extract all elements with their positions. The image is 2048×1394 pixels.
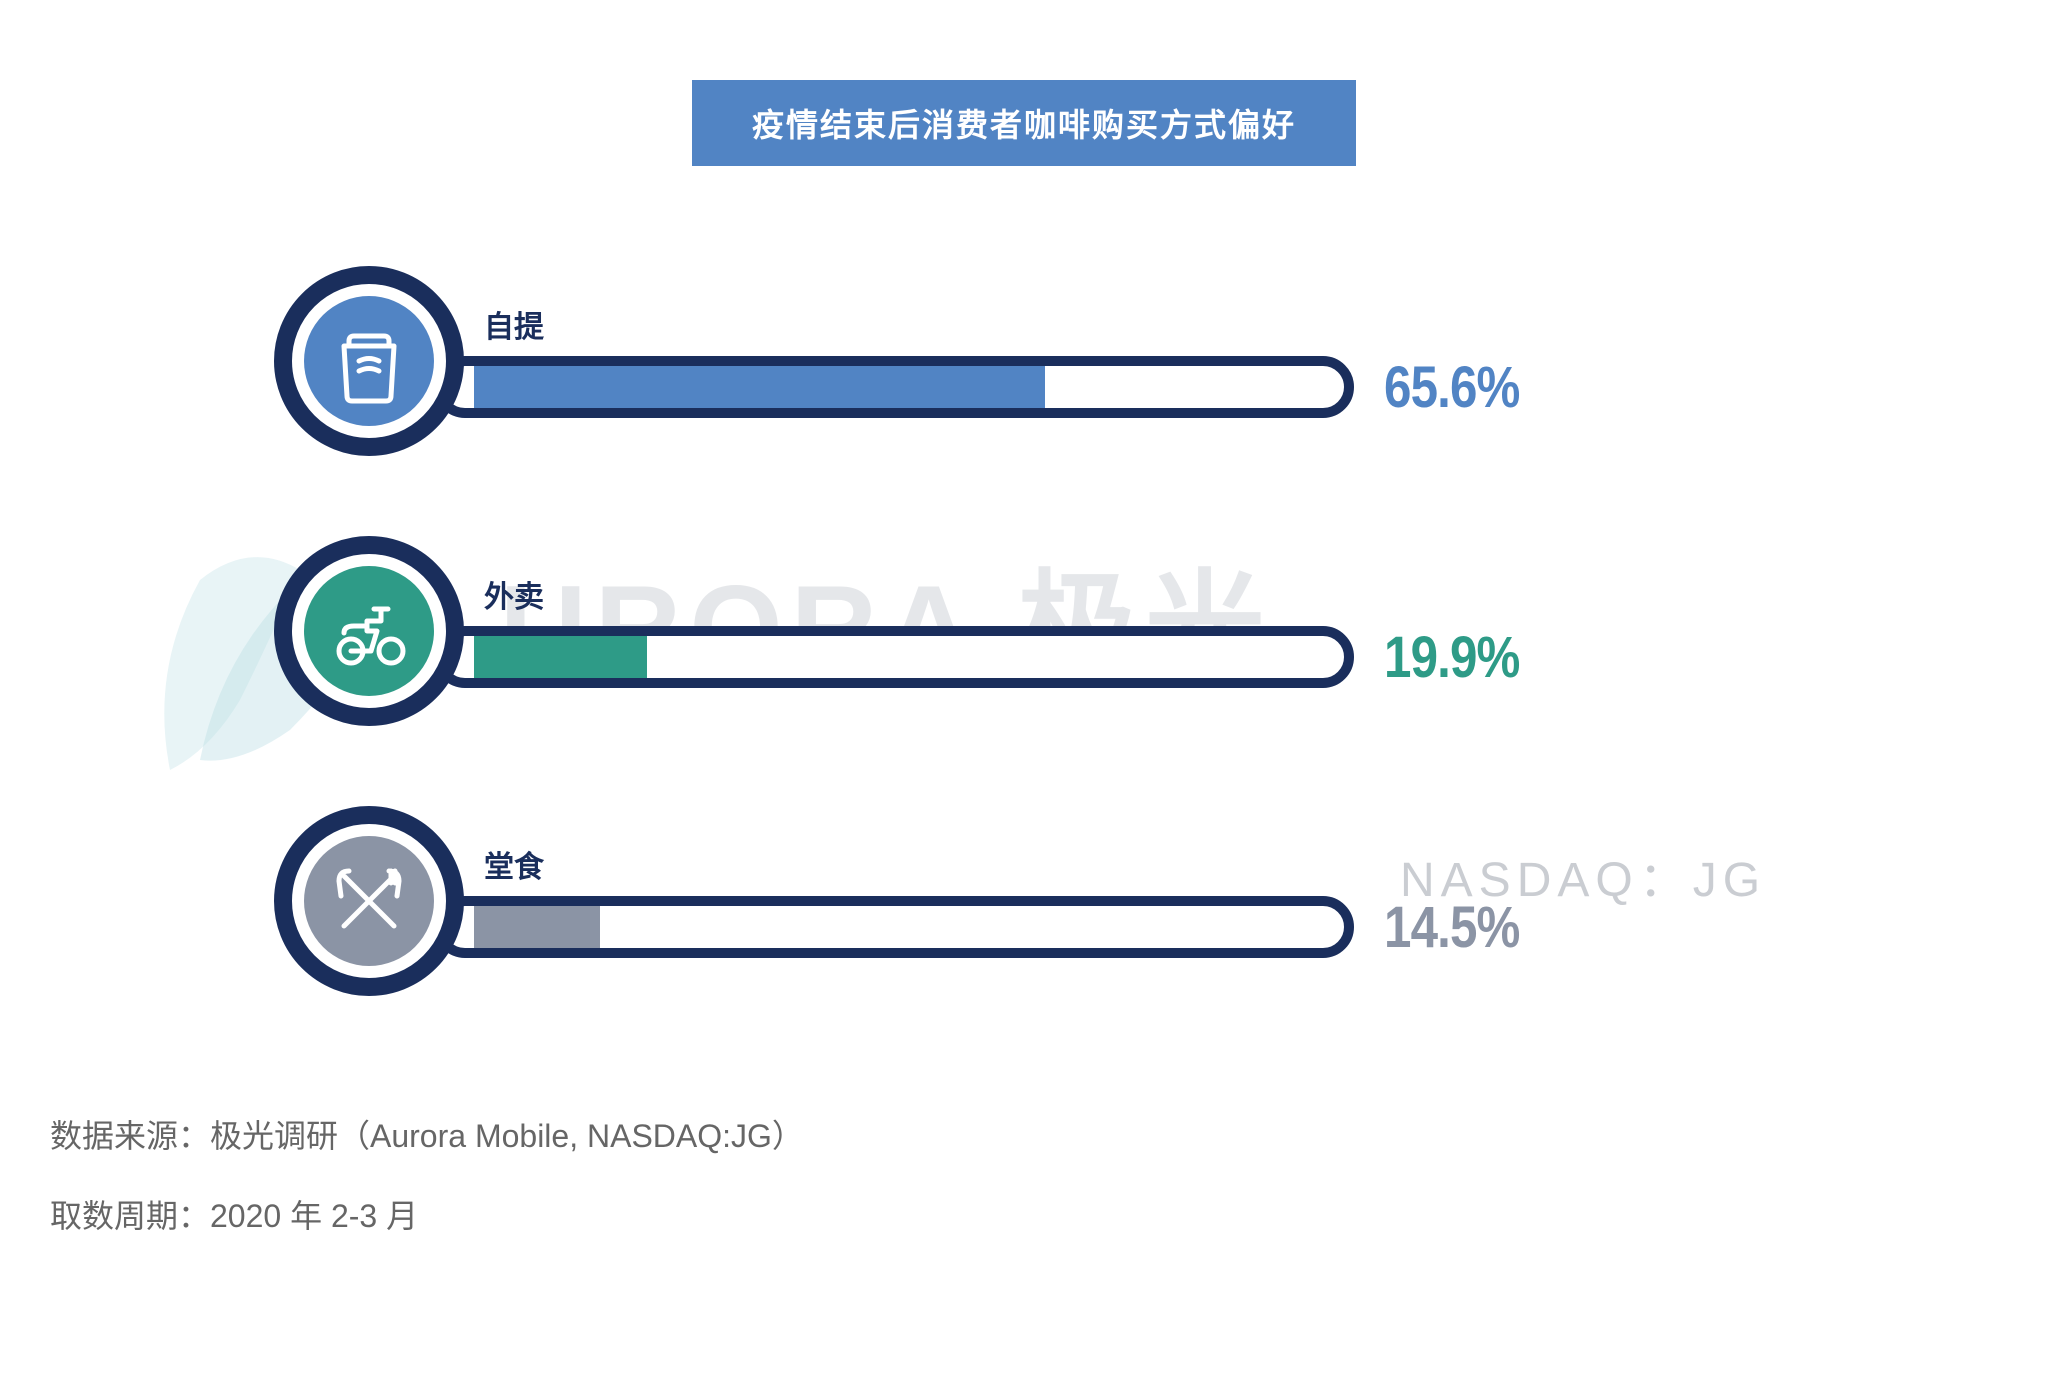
bar-fill xyxy=(474,906,600,948)
bar-value: 14.5% xyxy=(1384,894,1520,961)
icon-circle xyxy=(274,536,464,726)
footer-source: 数据来源：极光调研（Aurora Mobile, NASDAQ:JG） xyxy=(50,1096,2008,1176)
bar-row: 堂食 14.5% xyxy=(274,806,1774,996)
bar-track xyxy=(434,356,1354,418)
chart-title: 疫情结束后消费者咖啡购买方式偏好 xyxy=(692,80,1356,166)
icon-circle xyxy=(274,806,464,996)
bar-label: 自提 xyxy=(484,302,1774,346)
bar-value: 65.6% xyxy=(1384,354,1520,421)
bar-row: 自提 65.6% xyxy=(274,266,1774,456)
bar-label: 外卖 xyxy=(484,572,1774,616)
utensils-icon xyxy=(304,836,434,966)
bar-fill xyxy=(474,366,1045,408)
bar-track xyxy=(434,896,1354,958)
scooter-icon xyxy=(304,566,434,696)
icon-circle xyxy=(274,266,464,456)
bar-container: 外卖 19.9% xyxy=(434,572,1774,691)
bar-container: 堂食 14.5% xyxy=(434,842,1774,961)
bar-value: 19.9% xyxy=(1384,624,1520,691)
cup-icon xyxy=(304,296,434,426)
chart-area: 自提 65.6% 外卖 19.9% xyxy=(274,266,1774,996)
bar-fill xyxy=(474,636,647,678)
bar-track xyxy=(434,626,1354,688)
bar-row: 外卖 19.9% xyxy=(274,536,1774,726)
footer: 数据来源：极光调研（Aurora Mobile, NASDAQ:JG） 取数周期… xyxy=(50,1096,2008,1256)
bar-label: 堂食 xyxy=(484,842,1774,886)
footer-period: 取数周期：2020 年 2-3 月 xyxy=(50,1176,2008,1256)
bar-container: 自提 65.6% xyxy=(434,302,1774,421)
